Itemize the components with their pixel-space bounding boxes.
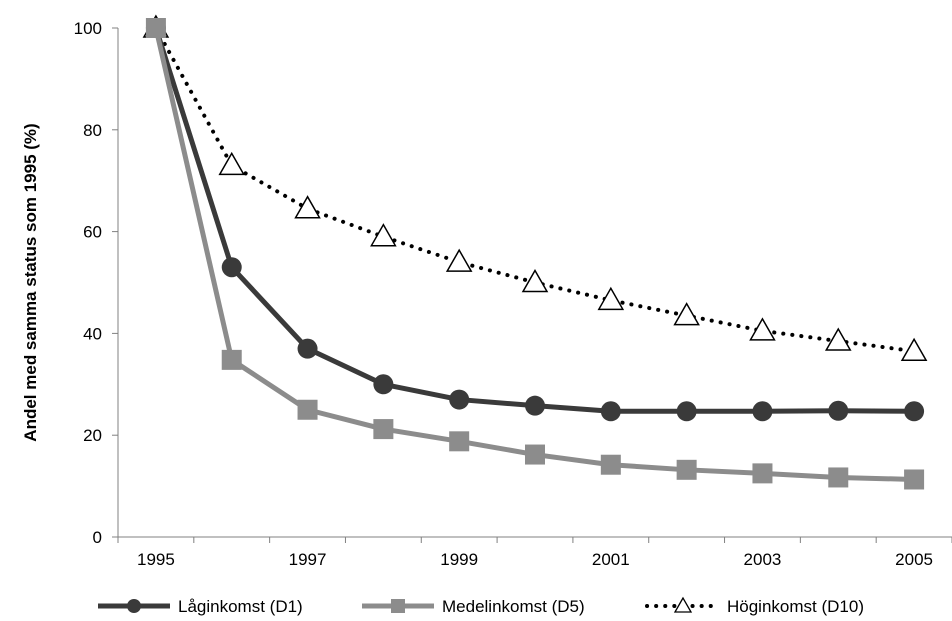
x-tick-label: 2003 <box>744 550 782 569</box>
data-point <box>297 338 318 359</box>
series-2 <box>142 14 928 361</box>
data-point <box>294 195 321 219</box>
data-point <box>904 401 925 422</box>
legend-label: Höginkomst (D10) <box>727 597 864 616</box>
data-point <box>600 454 621 475</box>
data-point <box>676 459 697 480</box>
y-tick-label: 100 <box>74 19 102 38</box>
series-0 <box>145 18 925 422</box>
y-ticks: 0 20 40 60 80 100 <box>74 19 118 547</box>
data-point <box>673 302 700 326</box>
legend-label: Medelinkomst (D5) <box>442 597 585 616</box>
data-point <box>525 395 545 416</box>
series-layer <box>142 14 928 490</box>
x-tick-label: 1997 <box>289 550 327 569</box>
legend-item: Låginkomst (D1) <box>98 597 303 616</box>
y-tick-label: 0 <box>93 528 102 547</box>
x-tick-label: 1995 <box>137 550 175 569</box>
x-tick-label: 2001 <box>592 550 630 569</box>
data-point <box>218 151 246 176</box>
y-axis-title: Andel med samma status som 1995 (%) <box>21 123 40 441</box>
legend-label: Låginkomst (D1) <box>178 597 303 616</box>
data-point <box>521 268 549 293</box>
legend-marker <box>391 599 405 613</box>
legend-item: Höginkomst (D10) <box>645 596 864 616</box>
legend-marker <box>127 599 141 613</box>
data-point <box>828 400 849 421</box>
data-point <box>904 469 925 490</box>
data-point <box>145 18 166 38</box>
axes: 1995 1997 1999 2001 2003 2005 0 20 40 60 80 100 <box>74 19 952 569</box>
y-tick-label: 20 <box>83 426 102 445</box>
y-tick-label: 80 <box>83 121 102 140</box>
data-point <box>824 327 852 351</box>
legend-marker <box>673 596 693 613</box>
data-point <box>597 286 625 311</box>
data-point <box>525 444 545 465</box>
data-point <box>900 337 928 361</box>
data-point <box>676 401 697 422</box>
data-point <box>373 419 394 440</box>
data-point <box>370 223 397 247</box>
data-point <box>828 467 849 488</box>
data-point <box>373 374 394 395</box>
data-point <box>752 463 773 484</box>
series-line <box>153 27 915 414</box>
data-point <box>449 389 470 410</box>
data-point <box>749 317 776 341</box>
x-ticks: 1995 1997 1999 2001 2003 2005 <box>117 537 952 569</box>
legend: Låginkomst (D1) Medelinkomst (D5) Höginkom… <box>98 596 864 616</box>
data-point <box>752 401 773 422</box>
data-point <box>221 257 242 278</box>
data-point <box>221 349 242 370</box>
series-line <box>153 26 917 354</box>
x-tick-label: 2005 <box>895 550 933 569</box>
x-tick-label: 1999 <box>440 550 478 569</box>
data-point <box>600 401 621 422</box>
y-tick-label: 60 <box>83 223 102 242</box>
y-tick-label: 40 <box>83 324 102 343</box>
series-1 <box>145 18 925 490</box>
data-point <box>445 248 473 272</box>
legend-item: Medelinkomst (D5) <box>362 597 585 616</box>
data-point <box>297 399 318 420</box>
data-point <box>449 431 470 452</box>
